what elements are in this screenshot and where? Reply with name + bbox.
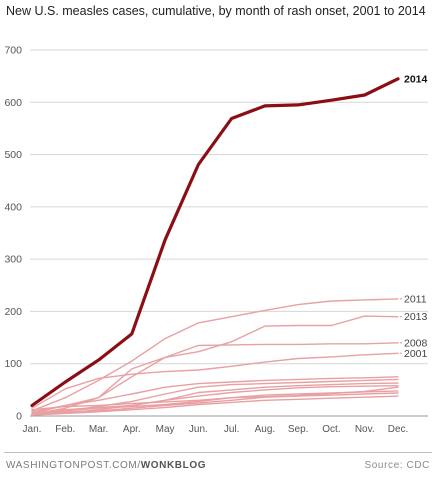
source-note: Source: CDC <box>364 460 430 471</box>
y-tick-label: 0 <box>16 411 22 423</box>
series-line <box>31 386 399 411</box>
series-line <box>31 342 399 416</box>
x-tick-label: Aug. <box>255 424 276 435</box>
y-tick-label: 700 <box>4 45 22 57</box>
series-label: 2013 <box>404 311 428 323</box>
series-line <box>31 376 399 413</box>
series-label: 2001 <box>404 348 428 360</box>
series-line <box>31 352 399 409</box>
y-tick-label: 500 <box>4 149 22 161</box>
chart-title: New U.S. measles cases, cumulative, by m… <box>6 4 426 18</box>
x-tick-label: Nov. <box>355 424 375 435</box>
x-tick-label: Mar. <box>89 424 108 435</box>
series-line <box>31 385 399 416</box>
gridlines <box>30 49 428 417</box>
y-tick-label: 600 <box>4 97 22 109</box>
series-line <box>31 395 399 416</box>
x-tick-label: Jan. <box>23 424 42 435</box>
series-label: 2008 <box>404 337 428 349</box>
series-label: 2014 <box>404 73 428 85</box>
publisher-name: WASHINGTONPOST.COM/ <box>6 460 141 471</box>
series-label: 2011 <box>404 293 427 305</box>
x-tick-label: Sep. <box>288 424 309 435</box>
y-axis-ticks: 0 100 200 300 400 500 600 700 <box>4 45 22 423</box>
y-tick-label: 100 <box>4 358 22 370</box>
series-line <box>30 77 400 408</box>
y-tick-label: 400 <box>4 201 22 213</box>
x-tick-label: Apr. <box>123 424 141 435</box>
x-tick-label: Feb. <box>55 424 75 435</box>
series-lines <box>30 77 400 416</box>
x-tick-label: Jun. <box>189 424 208 435</box>
x-tick-label: May <box>156 424 175 435</box>
y-tick-label: 200 <box>4 306 22 318</box>
series-line <box>31 392 399 416</box>
x-tick-label: Dec. <box>388 424 409 435</box>
x-tick-label: Oct. <box>322 424 340 435</box>
series-line <box>31 298 399 412</box>
publisher-credit: WASHINGTONPOST.COM/WONKBLOG <box>6 460 206 471</box>
x-tick-label: Jul. <box>224 424 240 435</box>
section-name: WONKBLOG <box>140 460 207 471</box>
x-axis-ticks: Jan. Feb. Mar. Apr. May Jun. Jul. Aug. Sep. Oct. N… <box>23 424 409 435</box>
footer-divider <box>4 452 432 453</box>
y-tick-label: 300 <box>4 254 22 266</box>
